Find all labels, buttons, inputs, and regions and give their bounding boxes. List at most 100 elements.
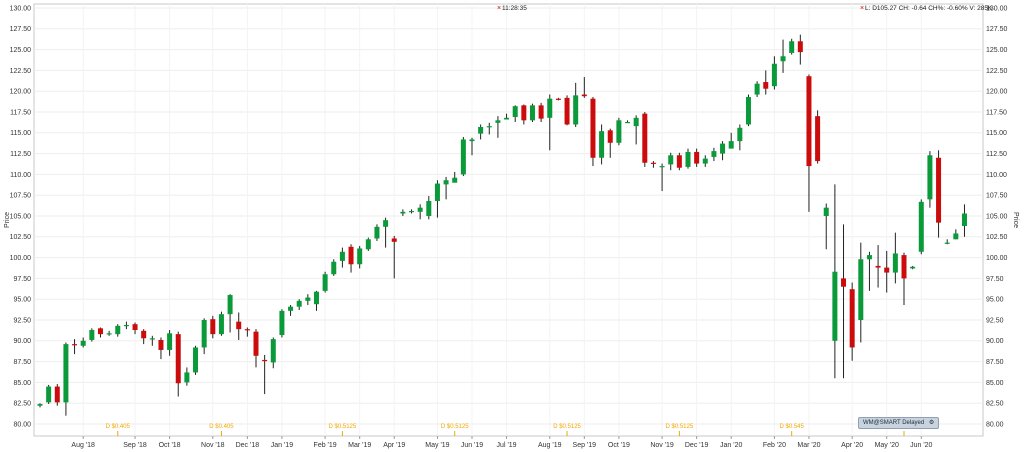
candle[interactable] — [279, 309, 285, 338]
candle[interactable] — [383, 217, 389, 248]
candle[interactable] — [616, 117, 622, 146]
candle[interactable] — [529, 103, 535, 122]
candle[interactable] — [37, 403, 43, 408]
candle[interactable] — [676, 152, 682, 171]
candle[interactable] — [694, 148, 700, 167]
candle[interactable] — [244, 327, 250, 337]
candle[interactable] — [486, 122, 492, 135]
candle[interactable] — [141, 329, 147, 345]
candle[interactable] — [797, 34, 803, 65]
candle[interactable] — [80, 337, 86, 348]
candle[interactable] — [927, 151, 933, 208]
candle[interactable] — [590, 97, 596, 167]
candle[interactable] — [702, 155, 708, 167]
candle[interactable] — [728, 132, 734, 149]
candle[interactable] — [270, 337, 276, 369]
candle[interactable] — [512, 105, 518, 122]
candle[interactable] — [875, 245, 881, 288]
candle[interactable] — [668, 152, 674, 171]
candle[interactable] — [633, 115, 639, 145]
candle[interactable] — [123, 321, 129, 330]
candle[interactable] — [650, 161, 656, 168]
candle[interactable] — [149, 335, 155, 346]
candle[interactable] — [806, 74, 812, 212]
candle[interactable] — [443, 176, 449, 200]
candle[interactable] — [132, 322, 138, 335]
candle[interactable] — [685, 148, 691, 169]
candle[interactable] — [417, 204, 423, 220]
candle[interactable] — [89, 328, 95, 342]
candle[interactable] — [106, 330, 112, 336]
candle[interactable] — [339, 247, 345, 268]
data-source-badge[interactable]: WM@SMART Delayed ⚙ — [858, 417, 940, 429]
candle[interactable] — [815, 110, 821, 164]
candle[interactable] — [253, 329, 259, 368]
settings-icon[interactable]: ⚙ — [928, 420, 935, 426]
candle[interactable] — [884, 250, 890, 293]
candle[interactable] — [745, 94, 751, 127]
candle[interactable] — [892, 232, 898, 284]
candle[interactable] — [918, 199, 924, 255]
candles[interactable] — [37, 34, 967, 416]
candle[interactable] — [296, 299, 302, 311]
candle[interactable] — [288, 305, 294, 316]
candle[interactable] — [460, 136, 466, 177]
candle[interactable] — [763, 70, 769, 95]
candle[interactable] — [789, 38, 795, 55]
candle[interactable] — [313, 290, 319, 311]
candle[interactable] — [227, 294, 233, 333]
candle[interactable] — [841, 224, 847, 379]
candle[interactable] — [478, 124, 484, 140]
candle[interactable] — [866, 251, 872, 291]
candle[interactable] — [46, 384, 52, 405]
candle[interactable] — [400, 209, 406, 216]
candle[interactable] — [504, 113, 510, 120]
candle[interactable] — [348, 244, 354, 273]
candle[interactable] — [469, 137, 475, 156]
candle[interactable] — [193, 345, 199, 375]
candle[interactable] — [365, 237, 371, 251]
candle[interactable] — [547, 94, 553, 151]
candle[interactable] — [236, 312, 242, 340]
candle[interactable] — [737, 124, 743, 151]
candle[interactable] — [538, 102, 544, 122]
candle[interactable] — [659, 163, 665, 192]
candle[interactable] — [823, 203, 829, 250]
candle[interactable] — [607, 128, 613, 158]
candle[interactable] — [901, 252, 907, 306]
candle[interactable] — [391, 235, 397, 279]
candle[interactable] — [331, 259, 337, 276]
candle[interactable] — [832, 184, 838, 379]
candle[interactable] — [936, 150, 942, 238]
candle[interactable] — [452, 171, 458, 183]
candle[interactable] — [953, 229, 959, 240]
candle[interactable] — [63, 342, 69, 416]
candle[interactable] — [262, 354, 268, 395]
candle[interactable] — [409, 209, 415, 214]
candle[interactable] — [434, 180, 440, 218]
candle[interactable] — [625, 120, 631, 124]
candle[interactable] — [72, 339, 78, 355]
candle[interactable] — [426, 196, 432, 220]
candle[interactable] — [357, 245, 363, 269]
candle[interactable] — [201, 318, 207, 355]
candle[interactable] — [771, 56, 777, 90]
candle[interactable] — [581, 77, 587, 98]
candle[interactable] — [54, 384, 60, 406]
candle[interactable] — [599, 124, 605, 165]
candle[interactable] — [218, 311, 224, 336]
candle[interactable] — [158, 337, 164, 360]
candle[interactable] — [754, 81, 760, 98]
candle[interactable] — [720, 141, 726, 161]
candle[interactable] — [184, 367, 190, 386]
candle[interactable] — [555, 97, 561, 101]
candle[interactable] — [858, 242, 864, 343]
candle[interactable] — [910, 265, 916, 270]
candle[interactable] — [521, 104, 527, 125]
candle[interactable] — [175, 331, 181, 397]
plot-area[interactable] — [33, 3, 984, 437]
candle[interactable] — [210, 315, 216, 339]
candle[interactable] — [564, 95, 570, 126]
candle[interactable] — [115, 324, 121, 337]
